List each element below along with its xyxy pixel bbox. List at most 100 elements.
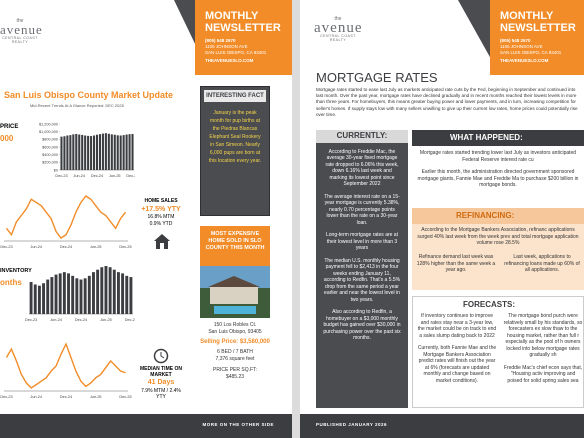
bar bbox=[128, 134, 131, 170]
sales-stats: HOME SALES +17.5% YTY 16.8% MTM 0.9% YTD bbox=[136, 198, 186, 228]
x-tick-label: Dec-25 bbox=[119, 245, 131, 249]
logo-tagline: CENTRAL COAST REALTY bbox=[320, 34, 356, 42]
line bbox=[5, 195, 127, 239]
x-tick-label: Dec-23 bbox=[25, 318, 37, 322]
logo: the avenue CENTRAL COAST REALTY bbox=[314, 16, 362, 42]
bar bbox=[112, 269, 116, 314]
bar bbox=[104, 266, 108, 314]
bar bbox=[60, 136, 63, 170]
title: MORTGAGE RATES bbox=[316, 70, 438, 85]
time-change: 7.9% MTM / 2.4% YTY bbox=[141, 388, 181, 400]
forecast-col: If inventory continues to improve and ra… bbox=[417, 313, 497, 384]
bar bbox=[125, 275, 129, 314]
bar bbox=[90, 136, 93, 170]
bar bbox=[122, 135, 125, 170]
expensive-price: Selling Price: $3,580,000 bbox=[200, 339, 270, 345]
bar bbox=[67, 273, 70, 314]
fact-box: INTERESTING FACT January is the peak mon… bbox=[200, 86, 270, 216]
website: THEAVENUESLO.COM bbox=[500, 58, 549, 63]
x-tick-label: Dec-25 bbox=[119, 395, 131, 399]
expensive-address: 150 Los Robles Ct. bbox=[213, 322, 257, 328]
y-tick-label: $1,200,000 bbox=[39, 122, 58, 126]
clock-icon bbox=[153, 348, 169, 364]
item: Long-term mortgage rates are at their lo… bbox=[326, 232, 398, 251]
x-tick-label: Jun-24 bbox=[50, 318, 62, 322]
y-tick-label: $0 bbox=[54, 168, 58, 172]
logo-small: the bbox=[16, 18, 24, 24]
logo: the avenue CENTRAL COAST REALTY bbox=[0, 18, 43, 44]
bar bbox=[29, 282, 33, 314]
bar bbox=[33, 284, 37, 314]
item: According to Freddie Mac, the average 30… bbox=[325, 148, 399, 188]
bar bbox=[125, 134, 128, 170]
bar bbox=[87, 135, 90, 170]
bar bbox=[71, 275, 75, 314]
line bbox=[5, 342, 126, 389]
fact-title: INTERESTING FACT bbox=[204, 90, 266, 102]
bar bbox=[72, 134, 75, 170]
phone: (805) 548 2670 bbox=[500, 38, 531, 43]
sales-yty: +17.5% YTY bbox=[141, 206, 181, 213]
price-value: 000 bbox=[0, 134, 14, 143]
item: Mortgage rates started trending lower la… bbox=[419, 150, 577, 163]
bar bbox=[84, 135, 87, 170]
currently-items: According to Freddie Mac, the average 30… bbox=[316, 149, 408, 342]
bar bbox=[69, 135, 72, 170]
forecast-item: If inventory continues to improve and ra… bbox=[417, 313, 497, 339]
item: The average interest rate on a 15-year m… bbox=[324, 193, 400, 226]
website: THEAVENUESLO.COM bbox=[205, 58, 254, 63]
right-page: the avenue CENTRAL COAST REALTY MONTHLY … bbox=[300, 0, 584, 438]
shape bbox=[160, 352, 165, 359]
bar bbox=[79, 279, 83, 314]
logo-tagline: CENTRAL COAST REALTY bbox=[2, 36, 38, 44]
header-details: (805) 548 2670 1105 JOHNSON AVE SAN LUIS… bbox=[500, 38, 578, 64]
logo-small: the bbox=[334, 16, 342, 22]
bar bbox=[129, 277, 133, 314]
address: SAN LUIS OBISPO, CA 93401 bbox=[500, 50, 562, 55]
x-tick-label: Jun-25 bbox=[100, 318, 112, 322]
address: 1105 JOHNSON AVE bbox=[500, 44, 543, 49]
expensive-details: 6 BED / 7 BATH bbox=[217, 349, 253, 355]
refi-item: According to the Mortgage Bankers Associ… bbox=[417, 227, 579, 246]
bar bbox=[37, 285, 41, 314]
x-tick-label: Dec-24 bbox=[91, 174, 103, 178]
refi-item: Refinance demand last week was 128% high… bbox=[416, 254, 496, 273]
shape bbox=[154, 234, 170, 249]
time-label: MEDIAN TIME ON MARKET bbox=[140, 366, 182, 378]
inventory-chart: Dec-23 Jun-24 Dec-24 Jun-25 Dec-25 bbox=[25, 266, 135, 322]
bar bbox=[131, 133, 134, 170]
header: MONTHLY NEWSLETTER (805) 548 2670 1105 J… bbox=[195, 0, 292, 75]
footer: MORE ON THE OTHER SIDE bbox=[0, 414, 292, 438]
bar bbox=[107, 133, 110, 170]
y-tick-label: $1,000,000 bbox=[39, 130, 58, 134]
shape bbox=[210, 286, 258, 304]
bar bbox=[87, 275, 91, 314]
bar bbox=[78, 134, 81, 170]
bar bbox=[100, 267, 104, 314]
bar bbox=[81, 134, 84, 170]
logo-name: avenue bbox=[0, 22, 43, 37]
header-title: MONTHLY NEWSLETTER bbox=[500, 10, 576, 34]
bar bbox=[113, 134, 116, 170]
forecast-box: FORECASTS: If inventory continues to imp… bbox=[412, 296, 584, 408]
subtitle: Mid-Recent Trends At A Glance Reported: … bbox=[30, 103, 124, 108]
x-tick-label: Dec-25 bbox=[125, 318, 135, 322]
inventory-label: INVENTORY bbox=[0, 268, 32, 274]
bar bbox=[104, 133, 107, 170]
forecast-title: FORECASTS: bbox=[463, 300, 515, 309]
sales-chart: Dec-23 Jun-24 Dec-24 Jun-25 Dec-25 bbox=[0, 195, 132, 249]
logo-name: avenue bbox=[314, 20, 363, 36]
intro: Mortgage rates started to ease last July… bbox=[316, 87, 578, 117]
bar bbox=[62, 272, 66, 314]
y-tick-label: $600,000 bbox=[42, 145, 58, 149]
header: MONTHLY NEWSLETTER (805) 548 2670 1105 J… bbox=[490, 0, 584, 75]
x-tick-label: Dec-23 bbox=[55, 174, 67, 178]
x-tick-label: Dec-25 bbox=[126, 174, 135, 178]
bar bbox=[98, 134, 101, 170]
what-items: Mortgage rates started trending lower la… bbox=[412, 150, 584, 195]
item: Earlier this month, the administration d… bbox=[417, 169, 579, 188]
bar bbox=[54, 274, 58, 314]
title: San Luis Obispo County Market Update bbox=[4, 90, 174, 100]
time-stats: MEDIAN TIME ON MARKET 41 Days 7.9% MTM /… bbox=[136, 366, 186, 400]
